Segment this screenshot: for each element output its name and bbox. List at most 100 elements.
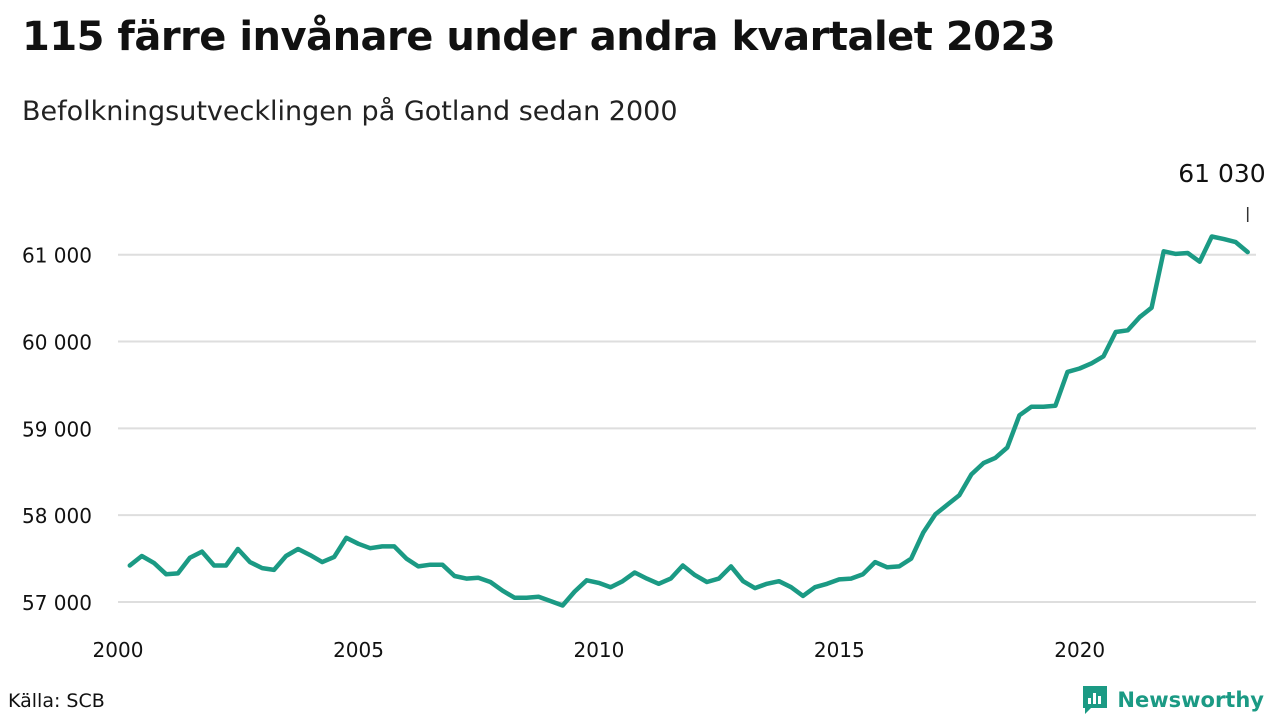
data-point — [356, 542, 360, 546]
data-point — [368, 546, 372, 550]
y-axis-ticks: 57 000 58 000 59 000 60 000 61 000 — [22, 244, 92, 615]
data-point — [645, 577, 649, 581]
data-point — [945, 503, 949, 507]
data-point — [1114, 330, 1118, 334]
chart-subtitle: Befolkningsutvecklingen på Gotland sedan… — [22, 96, 678, 127]
data-point — [717, 577, 721, 581]
data-point — [1078, 366, 1082, 370]
data-point — [1174, 252, 1178, 256]
data-point — [837, 577, 841, 581]
data-point — [332, 555, 336, 559]
data-point — [777, 579, 781, 583]
data-point — [861, 572, 865, 576]
data-point — [476, 576, 480, 580]
data-point — [248, 560, 252, 564]
end-value-label: 61 030 — [1178, 159, 1265, 188]
data-point — [1005, 445, 1009, 449]
data-point — [272, 568, 276, 572]
data-point — [609, 585, 613, 589]
data-point — [669, 577, 673, 581]
data-point — [284, 554, 288, 558]
data-point — [1138, 315, 1142, 319]
data-point — [909, 557, 913, 561]
data-point — [380, 544, 384, 548]
data-point — [1198, 260, 1202, 264]
grid-lines — [118, 253, 1256, 603]
data-point — [1150, 306, 1154, 310]
data-point — [453, 574, 457, 578]
bar-chart-logo-icon — [1083, 686, 1108, 714]
x-tick-label: 2020 — [1054, 638, 1105, 662]
data-point — [573, 590, 577, 594]
data-point — [1246, 250, 1250, 254]
series-layer — [127, 234, 1250, 608]
data-point — [296, 547, 300, 551]
brand-name: Newsworthy — [1117, 688, 1264, 712]
y-tick-label: 59 000 — [22, 417, 92, 441]
data-point — [633, 570, 637, 574]
data-point — [537, 595, 541, 599]
data-point — [1065, 370, 1069, 374]
brand-logo[interactable]: Newsworthy — [1081, 684, 1264, 716]
data-point — [1102, 354, 1106, 358]
data-point — [1041, 405, 1045, 409]
y-tick-label: 58 000 — [22, 504, 92, 528]
data-point — [621, 579, 625, 583]
data-point — [260, 566, 264, 570]
data-point — [549, 599, 553, 603]
data-point — [585, 578, 589, 582]
data-point — [236, 547, 240, 551]
data-point — [981, 461, 985, 465]
data-point — [224, 564, 228, 568]
data-point — [200, 550, 204, 554]
data-point — [753, 586, 757, 590]
data-point — [416, 564, 420, 568]
chart-title: 115 färre invånare under andra kvartalet… — [22, 14, 1056, 60]
y-tick-label: 61 000 — [22, 244, 92, 268]
data-point — [128, 564, 132, 568]
data-point — [801, 594, 805, 598]
data-point — [501, 589, 505, 593]
data-point — [993, 456, 997, 460]
x-axis-ticks: 2000 2005 2010 2015 2020 — [93, 638, 1106, 662]
data-point — [825, 582, 829, 586]
data-point — [320, 560, 324, 564]
data-point — [921, 531, 925, 535]
data-point — [440, 563, 444, 567]
data-point — [885, 565, 889, 569]
x-tick-label: 2010 — [573, 638, 624, 662]
data-point — [464, 577, 468, 581]
x-tick-label: 2015 — [814, 638, 865, 662]
data-point — [957, 493, 961, 497]
data-point — [525, 596, 529, 600]
data-point — [1017, 413, 1021, 417]
data-point — [1222, 237, 1226, 241]
data-point — [428, 563, 432, 567]
source-note: Källa: SCB — [8, 690, 105, 712]
x-tick-label: 2005 — [333, 638, 384, 662]
data-point — [969, 472, 973, 476]
data-point — [1210, 234, 1214, 238]
data-point — [176, 571, 180, 575]
data-point — [1186, 251, 1190, 255]
data-point — [404, 557, 408, 561]
data-point — [705, 580, 709, 584]
data-point — [729, 564, 733, 568]
data-point — [765, 582, 769, 586]
data-point — [1234, 240, 1238, 244]
data-point — [1090, 361, 1094, 365]
data-point — [1030, 405, 1034, 409]
data-point — [308, 553, 312, 557]
y-tick-label: 60 000 — [22, 331, 92, 355]
data-point — [741, 579, 745, 583]
annotation-layer: 61 030 — [1178, 159, 1266, 222]
data-point — [188, 556, 192, 560]
data-point — [513, 596, 517, 600]
data-point — [152, 561, 156, 565]
data-point — [897, 564, 901, 568]
data-point — [392, 544, 396, 548]
data-point — [140, 554, 144, 558]
data-point — [681, 564, 685, 568]
data-point — [789, 585, 793, 589]
